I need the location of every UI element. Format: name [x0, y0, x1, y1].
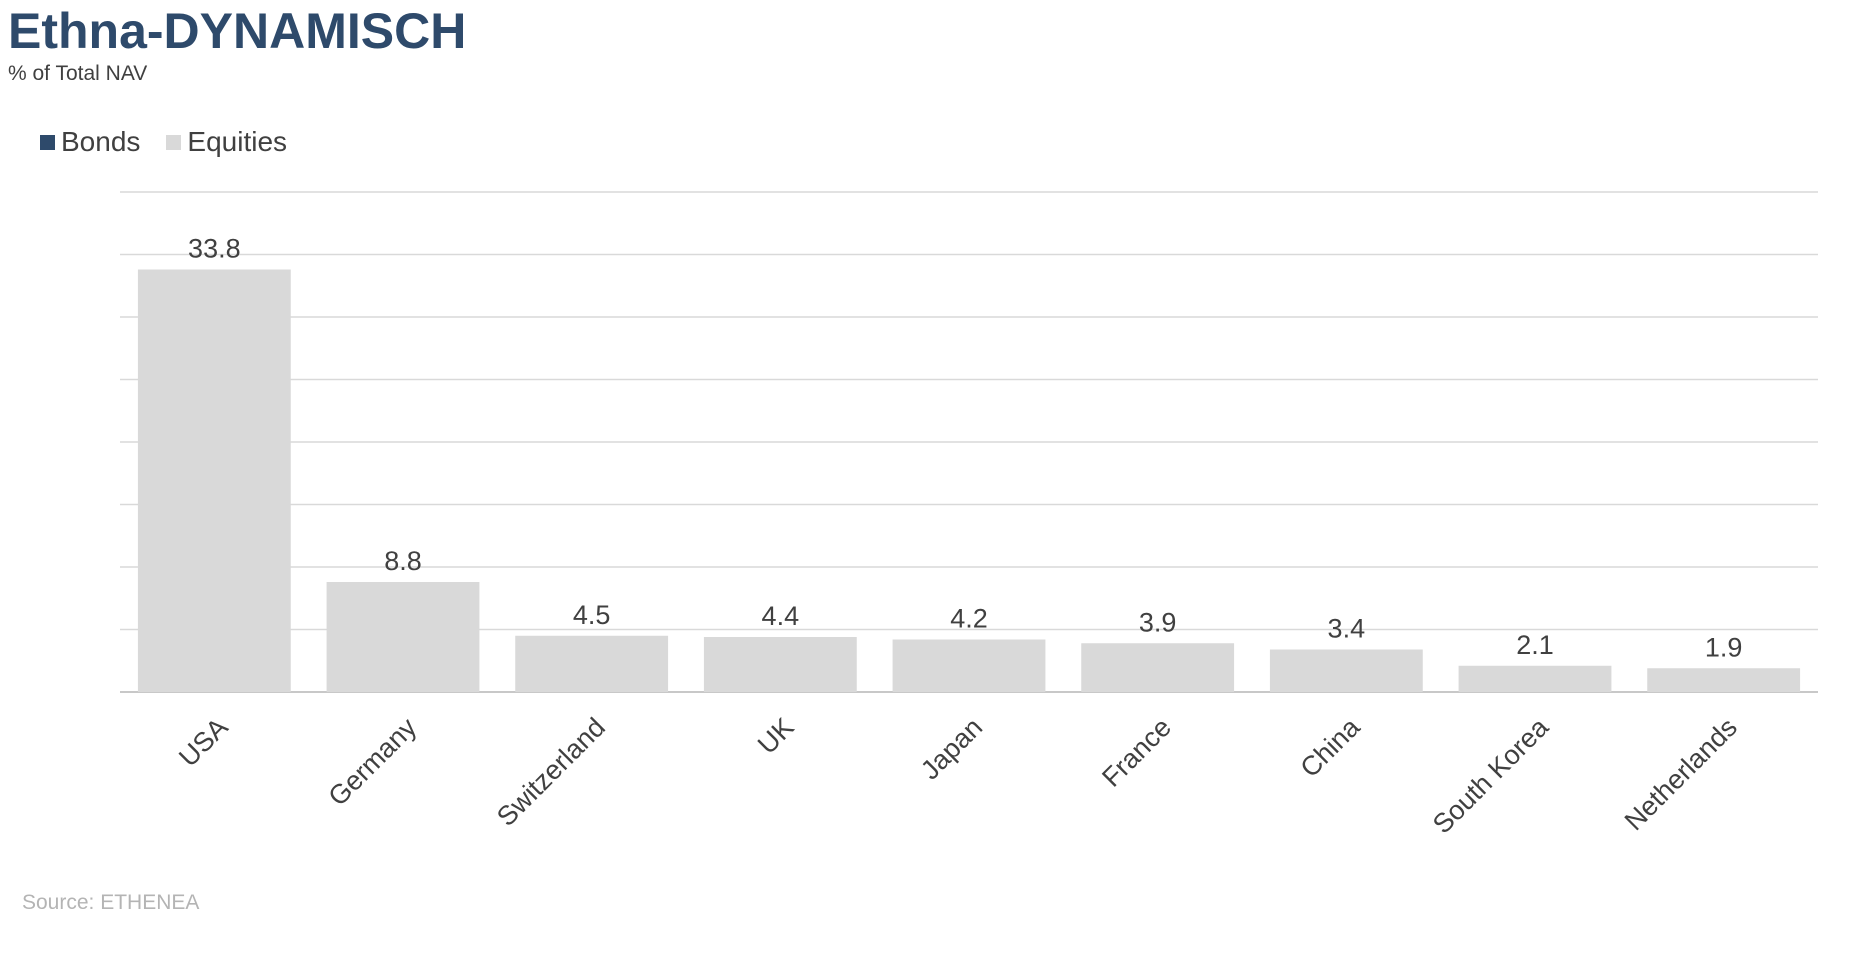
data-label-uk: 4.4 — [762, 601, 800, 631]
tick-label-south-korea: South Korea — [1427, 711, 1555, 839]
data-label-usa: 33.8 — [188, 234, 241, 264]
bar-equities-uk — [703, 637, 857, 692]
tick-label-netherlands: Netherlands — [1619, 712, 1743, 836]
chart-subtitle: % of Total NAV — [8, 62, 148, 85]
bar-equities-china — [1269, 649, 1423, 692]
tick-label-france: France — [1096, 712, 1177, 793]
bar-equities-switzerland — [515, 635, 669, 692]
tick-label-uk: UK — [752, 712, 800, 760]
data-label-switzerland: 4.5 — [573, 600, 611, 630]
data-label-france: 3.9 — [1139, 607, 1177, 637]
bar-equities-france — [1081, 643, 1235, 692]
data-label-japan: 4.2 — [950, 604, 988, 634]
data-label-netherlands: 1.9 — [1705, 632, 1743, 662]
data-label-china: 3.4 — [1328, 614, 1366, 644]
tick-label-china: China — [1295, 711, 1367, 783]
legend-item-equities: Equities — [166, 126, 287, 158]
legend-swatch-bonds — [40, 134, 55, 150]
data-labels: 33.8 8.8 4.5 4.4 4.2 3.9 3.4 2.1 1.9 — [188, 234, 1742, 663]
x-axis-tick-labels: USA Germany Switzerland UK Japan France China S… — [173, 711, 1743, 839]
bar-equities-south-korea — [1458, 665, 1612, 692]
tick-label-usa: USA — [173, 712, 233, 772]
source-note: Source: ETHENEA — [22, 891, 200, 914]
tick-label-switzerland: Switzerland — [491, 712, 611, 832]
legend-item-bonds: Bonds — [40, 126, 140, 158]
bar-equities-germany — [326, 582, 480, 692]
chart-title: Ethna-DYNAMISCH — [8, 3, 467, 59]
bar-equities-netherlands — [1647, 668, 1801, 692]
legend-swatch-equities — [166, 134, 182, 150]
bar-equities-usa — [137, 269, 291, 692]
legend-label-bonds: Bonds — [61, 126, 141, 157]
bar-equities-japan — [892, 639, 1046, 692]
legend-label-equities: Equities — [187, 126, 288, 157]
tick-label-japan: Japan — [915, 712, 988, 785]
data-label-germany: 8.8 — [384, 546, 422, 576]
tick-label-germany: Germany — [323, 712, 423, 812]
chart-legend: Bonds Equities — [40, 126, 313, 158]
bars — [137, 269, 1801, 692]
data-label-south-korea: 2.1 — [1516, 630, 1554, 660]
